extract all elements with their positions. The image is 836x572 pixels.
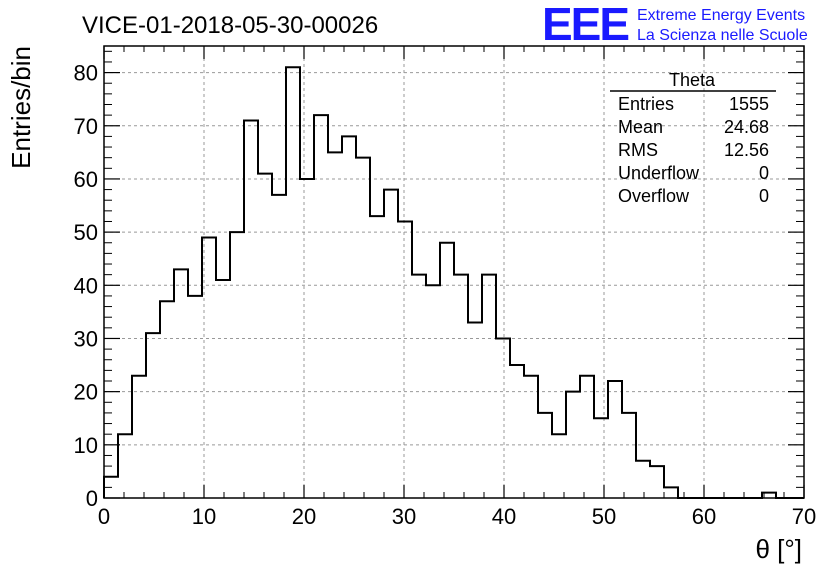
plot-frame — [103, 45, 805, 499]
eee-logo: EEE Extreme Energy Events La Scienza nel… — [542, 0, 808, 50]
x-tick-label: 0 — [98, 504, 110, 529]
stats-value: 12.56 — [724, 140, 769, 160]
stats-label: Underflow — [618, 163, 700, 183]
stats-title: Theta — [669, 70, 716, 90]
y-tick-label: 80 — [74, 61, 98, 86]
y-tick-label: 0 — [86, 486, 98, 511]
stats-label: RMS — [618, 140, 658, 160]
x-tick-label: 30 — [392, 504, 416, 529]
chart-title: VICE-01-2018-05-30-00026 — [82, 12, 378, 39]
y-axis-label: Entries/bin — [6, 46, 36, 169]
grid-lines — [104, 46, 804, 498]
logo-line-2: La Scienza nelle Scuole — [637, 27, 808, 44]
stats-value: 0 — [759, 186, 769, 206]
stats-label: Mean — [618, 117, 663, 137]
y-tick-label: 10 — [74, 433, 98, 458]
stats-value: 24.68 — [724, 117, 769, 137]
x-tick-label: 70 — [792, 504, 816, 529]
y-tick-labels: 0 10 20 30 40 50 60 70 80 — [74, 61, 98, 511]
histogram-line — [103, 66, 804, 499]
x-tick-label: 10 — [192, 504, 216, 529]
stats-label: Entries — [618, 94, 674, 114]
x-tick-label: 50 — [592, 504, 616, 529]
histogram-bins — [103, 66, 804, 499]
x-tick-label: 20 — [292, 504, 316, 529]
y-tick-label: 70 — [74, 114, 98, 139]
stats-label: Overflow — [618, 186, 690, 206]
y-tick-label: 60 — [74, 167, 98, 192]
x-axis-label: θ [°] — [755, 534, 802, 564]
x-tick-label: 40 — [492, 504, 516, 529]
x-tick-labels: 0 10 20 30 40 50 60 70 — [98, 504, 816, 529]
y-tick-label: 30 — [74, 326, 98, 351]
stats-value: 1555 — [729, 94, 769, 114]
stats-value: 0 — [759, 163, 769, 183]
y-tick-label: 50 — [74, 220, 98, 245]
y-tick-label: 40 — [74, 273, 98, 298]
x-tick-label: 60 — [692, 504, 716, 529]
logo-line-1: Extreme Energy Events — [637, 7, 805, 24]
logo-mark: EEE — [542, 0, 628, 50]
stats-rows: Entries 1555 Mean 24.68 RMS 12.56 Underflow 0 Ov… — [618, 94, 769, 206]
y-tick-label: 20 — [74, 380, 98, 405]
minor-ticks — [104, 46, 804, 498]
stats-box: Theta Entries 1555 Mean 24.68 RMS 12.56 Underf… — [610, 70, 776, 206]
